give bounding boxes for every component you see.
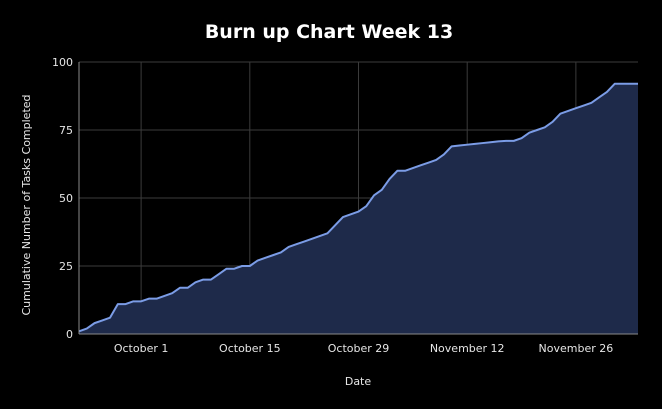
y-tick-label: 50 [59,192,73,205]
y-tick-label: 0 [66,328,73,341]
series-area [78,82,638,334]
series-line [78,82,638,333]
x-tick-label: November 26 [539,342,614,355]
x-axis-label: Date [345,375,372,388]
x-tick-label: November 12 [430,342,505,355]
y-axis-label: Cumulative Number of Tasks Completed [20,94,33,315]
x-tick-labels: October 1 October 15 October 29 November 12… [114,342,613,355]
y-tick-labels: 0 25 50 75 100 [52,56,73,341]
y-tick-label: 25 [59,260,73,273]
axes [78,62,638,335]
x-tick-label: October 29 [328,342,390,355]
x-tick-label: October 15 [219,342,281,355]
y-tick-label: 100 [52,56,73,69]
chart-title: Burn up Chart Week 13 [205,21,453,43]
x-tick-label: October 1 [114,342,169,355]
y-tick-label: 75 [59,124,73,137]
series-area-fill [79,83,638,334]
